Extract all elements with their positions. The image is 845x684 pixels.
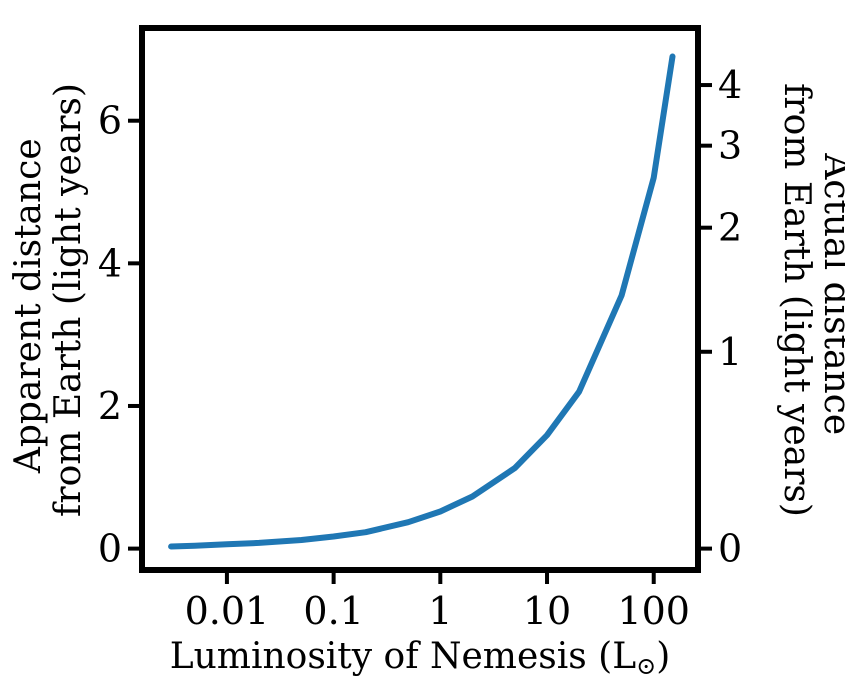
x-tick-label: 1: [428, 589, 452, 633]
y-axis-right-title: Actual distance from Earth (light years): [776, 83, 845, 517]
x-tick-label: 100: [617, 589, 690, 633]
y-axis-left-title-line-1: Apparent distance: [8, 138, 49, 474]
sun-symbol: ⊙: [636, 652, 656, 680]
y-right-tick-label: 3: [718, 124, 742, 168]
ticks-layer: 0.01 0.1 1 10 100 0 2 4 6 0 1 2 3 4: [98, 63, 742, 633]
y-axis-left-title-line-2: from Earth (light years): [48, 83, 89, 517]
y-left-tick-label: 6: [98, 99, 122, 143]
plot-frame: [139, 25, 701, 573]
y-left-tick-label: 2: [98, 384, 122, 428]
y-right-tick-label: 0: [718, 527, 742, 571]
y-left-tick-label: 0: [98, 527, 122, 571]
y-right-tick-label: 2: [718, 206, 742, 250]
y-right-tick-label: 1: [718, 330, 742, 374]
x-axis-title: Luminosity of Nemesis (L⊙): [170, 636, 671, 680]
y-right-tick-label: 4: [718, 63, 742, 107]
x-tick-label: 0.1: [303, 589, 363, 633]
series-line-0: [168, 53, 676, 550]
y-axis-right-title-line-2: from Earth (light years): [776, 83, 817, 517]
x-tick-label: 10: [523, 589, 571, 633]
series-layer: [168, 53, 676, 550]
y-axis-right-title-line-1: Actual distance: [816, 152, 845, 435]
x-tick-label: 0.01: [185, 589, 270, 633]
y-left-tick-label: 4: [98, 241, 122, 285]
y-axis-left-title: Apparent distance from Earth (light year…: [8, 83, 89, 517]
